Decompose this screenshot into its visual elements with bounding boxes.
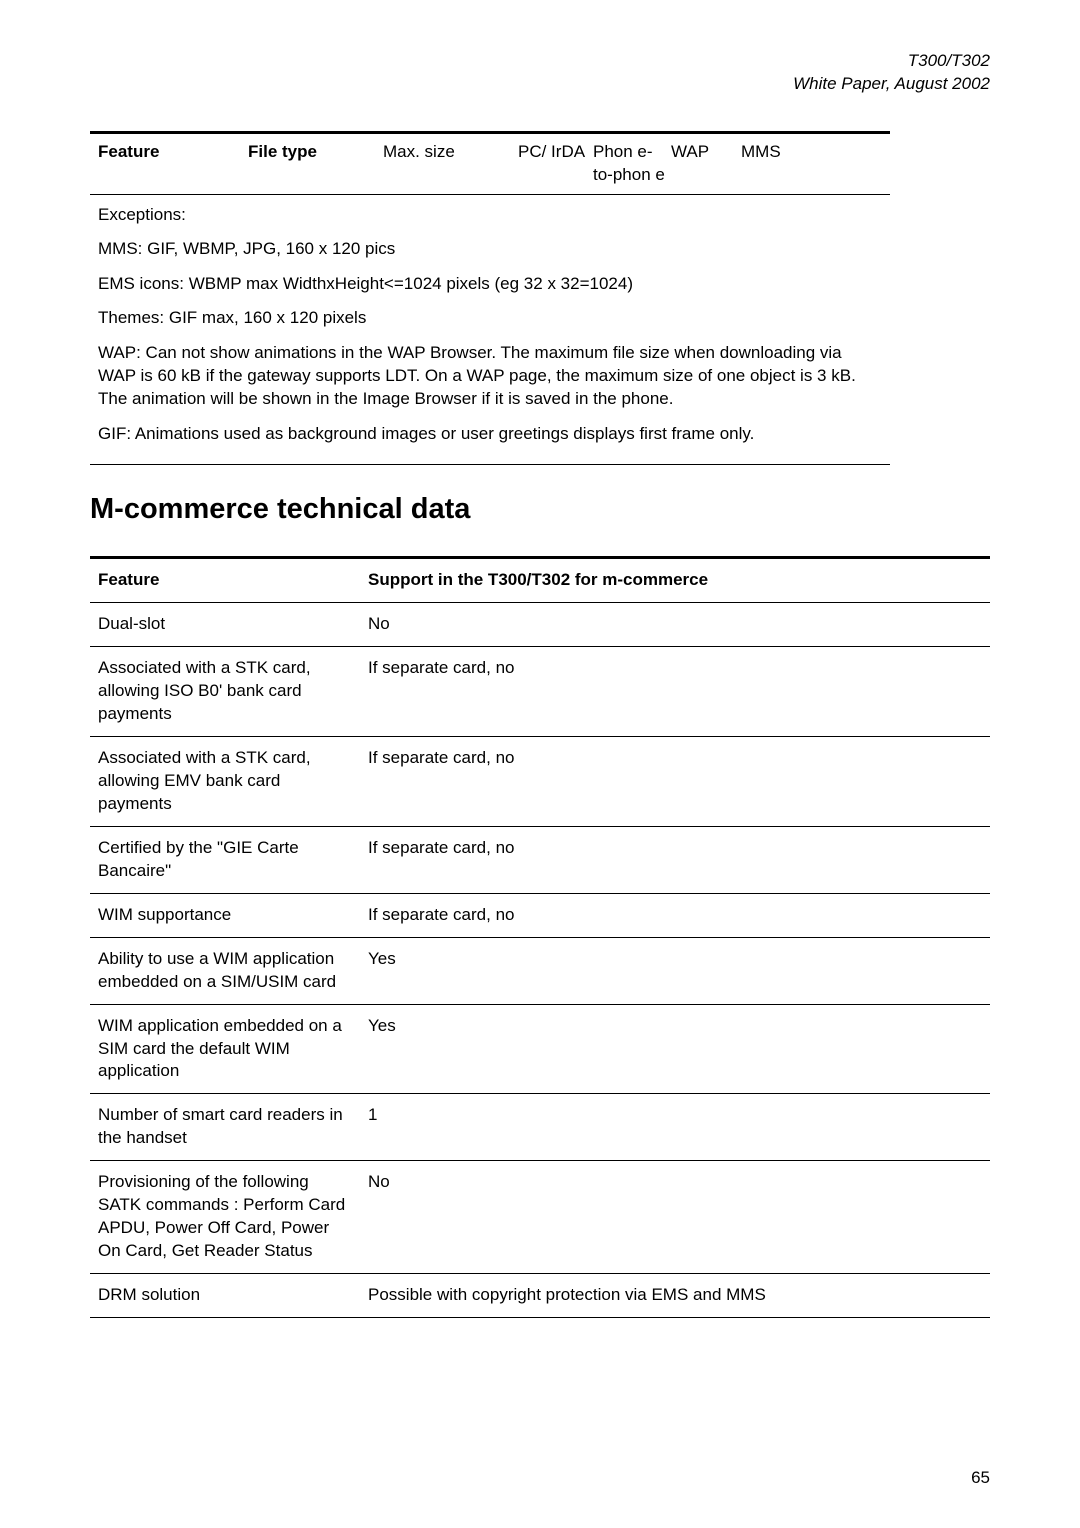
mc-cell-support: Possible with copyright protection via E… [360, 1274, 990, 1318]
mc-cell-feature: Associated with a STK card, allowing EMV… [90, 737, 360, 827]
page-number: 65 [971, 1468, 990, 1488]
mc-cell-feature: Certified by the "GIE Carte Bancaire" [90, 826, 360, 893]
exceptions-p5: GIF: Animations used as background image… [98, 422, 882, 445]
exceptions-p2: EMS icons: WBMP max WidthxHeight<=1024 p… [98, 272, 882, 295]
exceptions-p1: MMS: GIF, WBMP, JPG, 160 x 120 pics [98, 237, 882, 260]
product-name: T300/T302 [90, 50, 990, 73]
col-pc: PC/ IrDA [518, 141, 593, 187]
mc-cell-support: 1 [360, 1094, 990, 1161]
mc-cell-feature: WIM supportance [90, 893, 360, 937]
col-filetype: File type [248, 141, 383, 187]
exceptions-title: Exceptions: [98, 203, 882, 226]
mc-header-row: Feature Support in the T300/T302 for m-c… [90, 558, 990, 603]
col-maxsize: Max. size [383, 141, 518, 187]
exceptions-p3: Themes: GIF max, 160 x 120 pixels [98, 306, 882, 329]
small-table-header-row: Feature File type Max. size PC/ IrDA Pho… [90, 134, 890, 194]
mc-cell-feature: WIM application embedded on a SIM card t… [90, 1004, 360, 1094]
small-table: Feature File type Max. size PC/ IrDA Pho… [90, 131, 890, 466]
table-row: WIM application embedded on a SIM card t… [90, 1004, 990, 1094]
table-row: Provisioning of the following SATK comma… [90, 1161, 990, 1274]
exceptions-block: Exceptions: MMS: GIF, WBMP, JPG, 160 x 1… [90, 195, 890, 465]
doc-line: White Paper, August 2002 [90, 73, 990, 96]
mc-cell-feature: Number of smart card readers in the hand… [90, 1094, 360, 1161]
table-row: Certified by the "GIE Carte Bancaire"If … [90, 826, 990, 893]
table-row: Associated with a STK card, allowing ISO… [90, 647, 990, 737]
mc-cell-support: If separate card, no [360, 647, 990, 737]
mc-cell-support: If separate card, no [360, 737, 990, 827]
table-row: WIM supportanceIf separate card, no [90, 893, 990, 937]
section-heading: M-commerce technical data [90, 493, 990, 526]
mcommerce-table: Feature Support in the T300/T302 for m-c… [90, 556, 990, 1318]
mc-cell-feature: Ability to use a WIM application embedde… [90, 937, 360, 1004]
mc-cell-support: Yes [360, 937, 990, 1004]
mc-cell-feature: Dual-slot [90, 603, 360, 647]
mc-cell-support: No [360, 603, 990, 647]
table-row: Dual-slotNo [90, 603, 990, 647]
col-mms: MMS [741, 141, 811, 187]
mc-cell-feature: Associated with a STK card, allowing ISO… [90, 647, 360, 737]
col-phon: Phon e-to-phon e [593, 141, 671, 187]
exceptions-p4: WAP: Can not show animations in the WAP … [98, 341, 882, 411]
mc-cell-support: No [360, 1161, 990, 1274]
table-row: Ability to use a WIM application embedde… [90, 937, 990, 1004]
mc-cell-support: If separate card, no [360, 893, 990, 937]
mc-cell-support: Yes [360, 1004, 990, 1094]
col-wap: WAP [671, 141, 741, 187]
rule-thin-end [90, 464, 890, 465]
table-row: DRM solutionPossible with copyright prot… [90, 1274, 990, 1318]
mc-col-support-header: Support in the T300/T302 for m-commerce [360, 558, 990, 603]
mc-cell-support: If separate card, no [360, 826, 990, 893]
mc-cell-feature: Provisioning of the following SATK comma… [90, 1161, 360, 1274]
mc-cell-feature: DRM solution [90, 1274, 360, 1318]
table-row: Number of smart card readers in the hand… [90, 1094, 990, 1161]
mc-col-feature-header: Feature [90, 558, 360, 603]
col-feature: Feature [98, 141, 248, 187]
doc-header: T300/T302 White Paper, August 2002 [90, 50, 990, 96]
table-row: Associated with a STK card, allowing EMV… [90, 737, 990, 827]
